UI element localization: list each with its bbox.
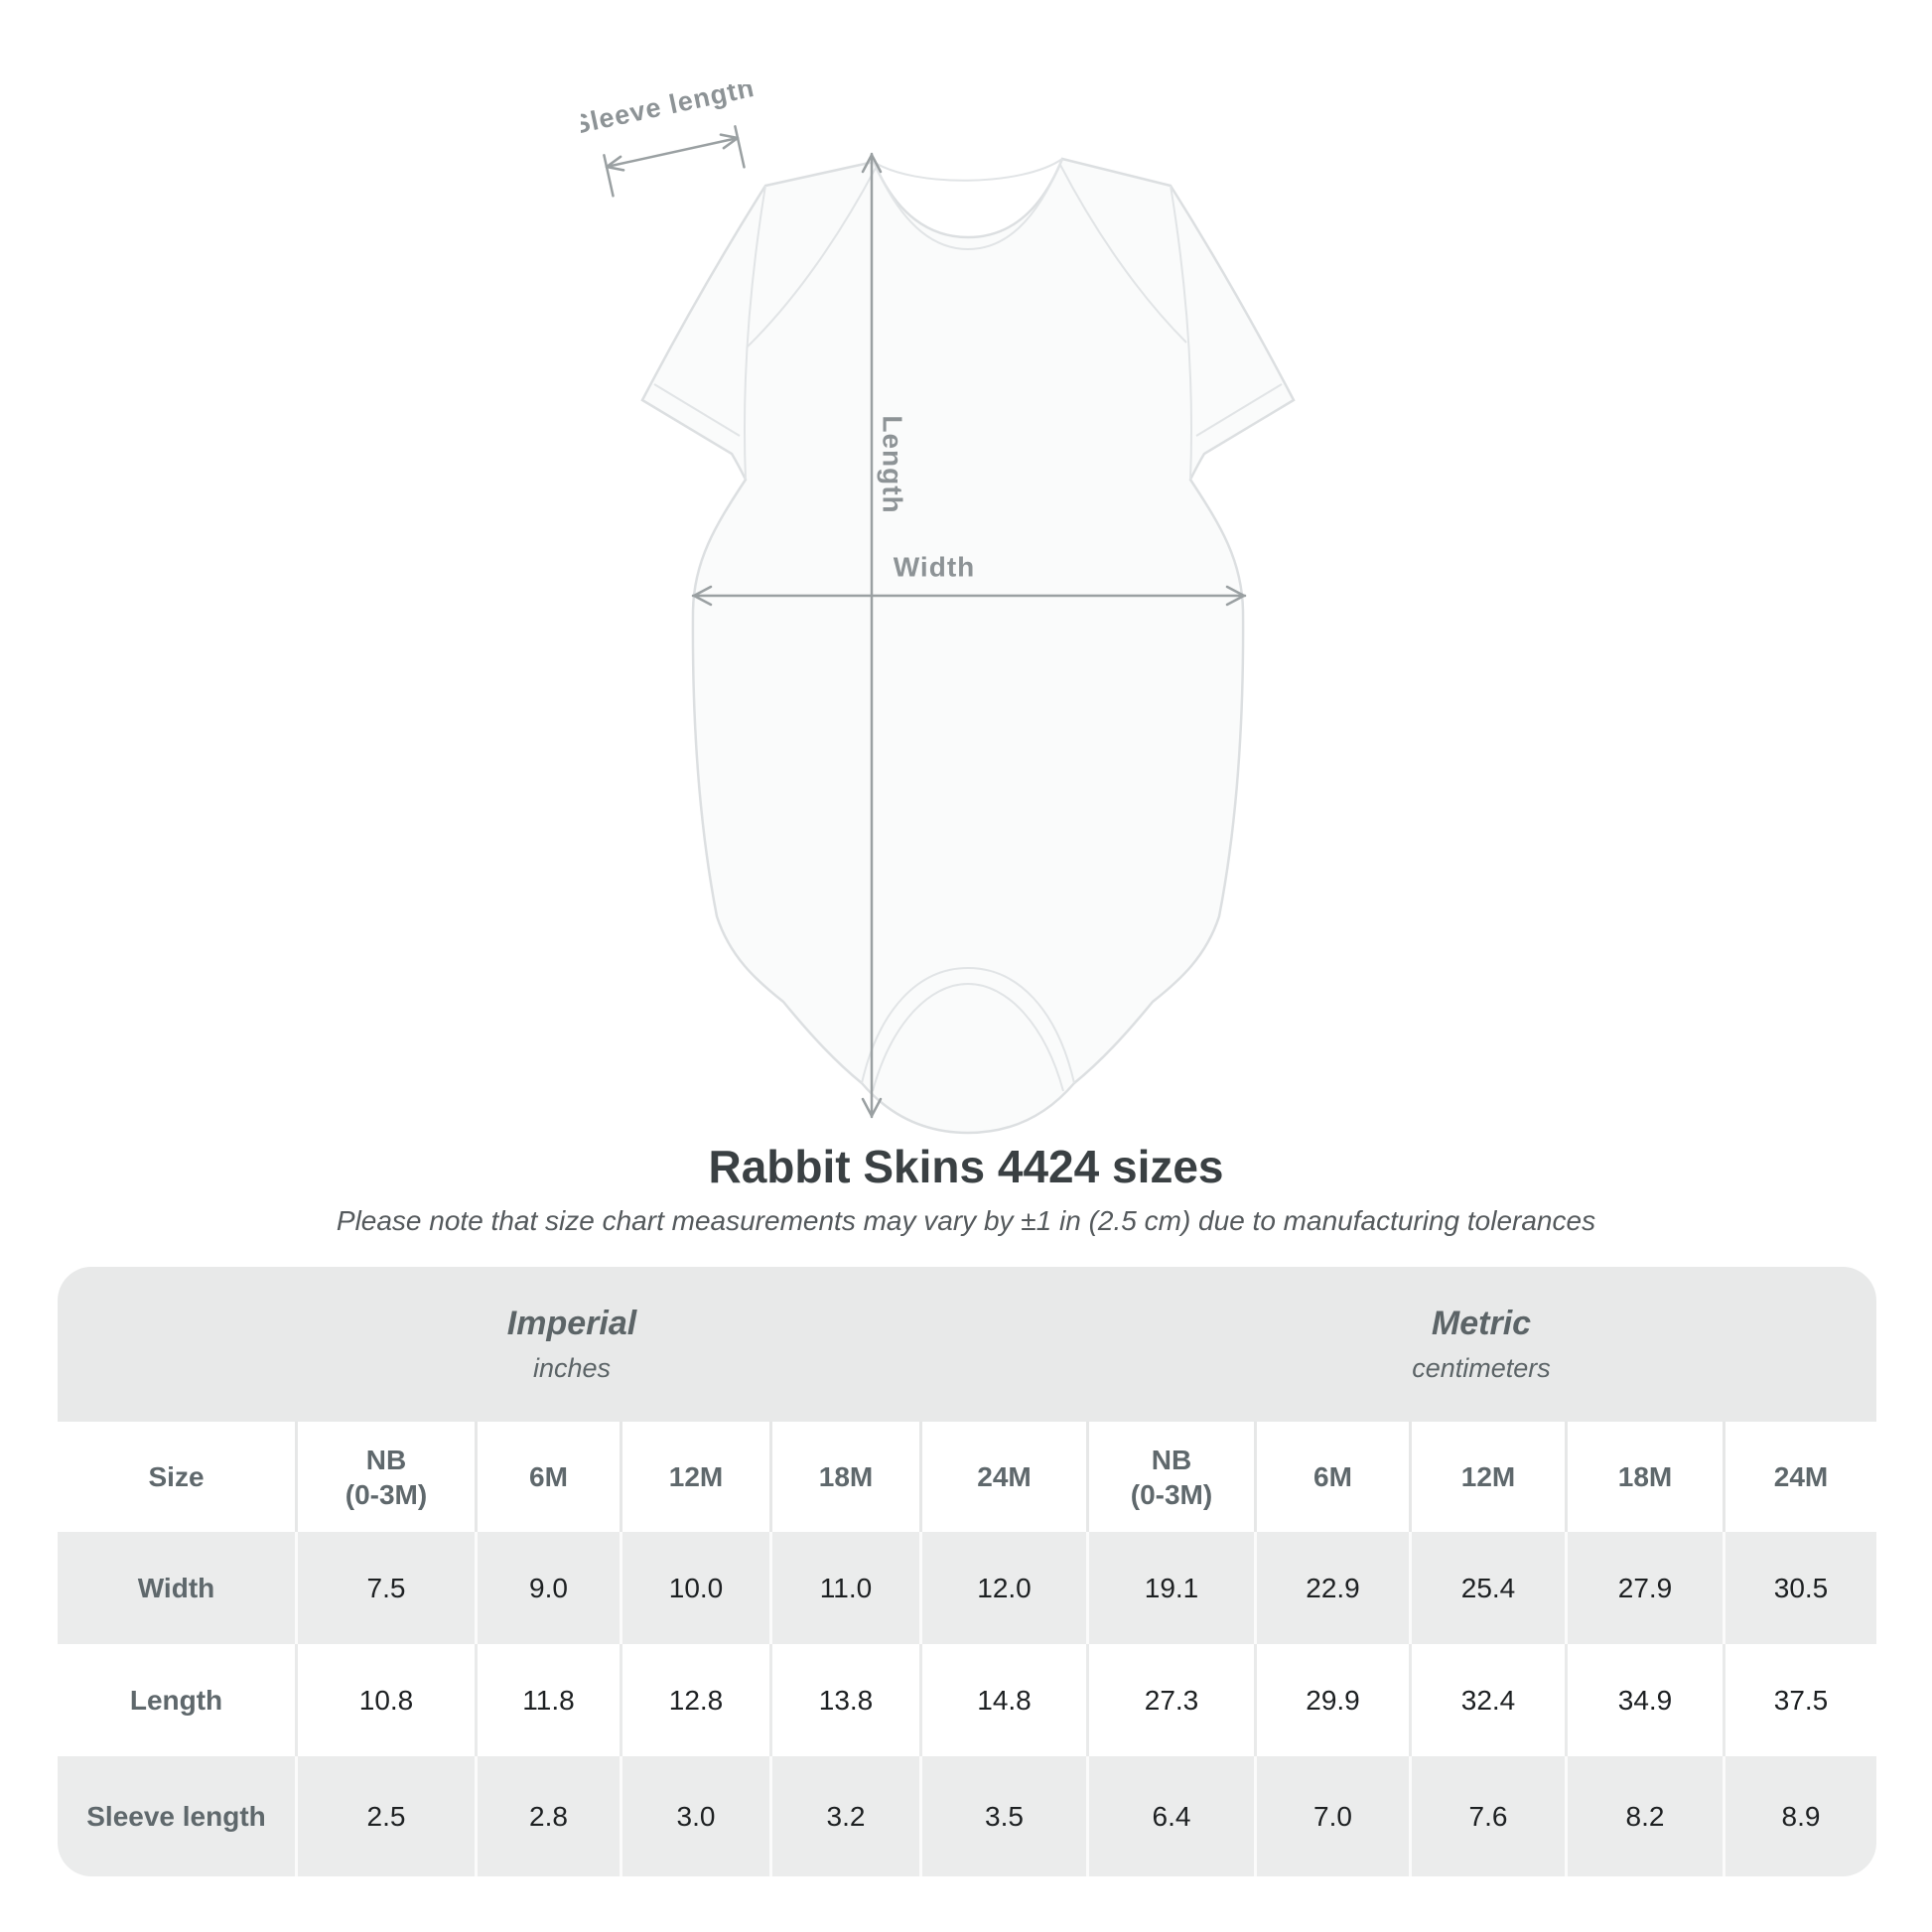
metric-group-header: Metric centimeters (1086, 1267, 1876, 1422)
value-cell: 29.9 (1254, 1644, 1409, 1756)
header-cell-12m-imperial: 12M (620, 1422, 769, 1532)
sleeve-length-arrow (605, 136, 740, 169)
value-cell: 13.8 (769, 1644, 919, 1756)
value-cell: 2.5 (295, 1756, 475, 1876)
value-cell: 9.0 (475, 1532, 620, 1644)
length-label: Length (878, 415, 908, 513)
value-cell: 32.4 (1409, 1644, 1565, 1756)
value-cell: 7.5 (295, 1532, 475, 1644)
metric-label: Metric (1431, 1305, 1532, 1342)
page-title: Rabbit Skins 4424 sizes (708, 1141, 1224, 1192)
table-header-row: Size NB (0-3M) 6M 12M 18M 24M NB (0-3M) 6M… (58, 1422, 1876, 1532)
table-row-width: Width 7.5 9.0 10.0 11.0 12.0 19.1 22.9 2… (58, 1532, 1876, 1644)
value-cell: 8.2 (1565, 1756, 1723, 1876)
header-cell-24m-imperial: 24M (919, 1422, 1086, 1532)
header-cell-nb-imperial: NB (0-3M) (295, 1422, 475, 1532)
value-cell: 3.2 (769, 1756, 919, 1876)
value-cell: 11.8 (475, 1644, 620, 1756)
imperial-label: Imperial (506, 1305, 637, 1342)
value-cell: 7.0 (1254, 1756, 1409, 1876)
value-cell: 27.3 (1086, 1644, 1254, 1756)
value-cell: 3.5 (919, 1756, 1086, 1876)
value-cell: 14.8 (919, 1644, 1086, 1756)
value-cell: 10.8 (295, 1644, 475, 1756)
value-cell: 11.0 (769, 1532, 919, 1644)
header-cell-18m-metric: 18M (1565, 1422, 1723, 1532)
value-cell: 12.8 (620, 1644, 769, 1756)
value-cell: 34.9 (1565, 1644, 1723, 1756)
header-cell-6m-metric: 6M (1254, 1422, 1409, 1532)
value-cell: 7.6 (1409, 1756, 1565, 1876)
table-row-length: Length 10.8 11.8 12.8 13.8 14.8 27.3 29.… (58, 1644, 1876, 1756)
row-label: Sleeve length (58, 1756, 295, 1876)
header-cell-12m-metric: 12M (1409, 1422, 1565, 1532)
tolerance-note: Please note that size chart measurements… (336, 1205, 1596, 1236)
value-cell: 12.0 (919, 1532, 1086, 1644)
value-cell: 6.4 (1086, 1756, 1254, 1876)
row-label: Length (129, 1685, 223, 1716)
value-cell: 22.9 (1254, 1532, 1409, 1644)
header-cell-24m-metric: 24M (1723, 1422, 1876, 1532)
metric-unit-label: centimeters (1412, 1353, 1551, 1383)
value-cell: 2.8 (475, 1756, 620, 1876)
value-cell: 19.1 (1086, 1532, 1254, 1644)
header-cell-6m-imperial: 6M (475, 1422, 620, 1532)
dimension-lines (603, 125, 1247, 1119)
size-header-cell: Size (148, 1461, 205, 1492)
value-cell: 25.4 (1409, 1532, 1565, 1644)
unit-group-band: Imperial inches Metric centimeters (58, 1267, 1876, 1422)
imperial-group-header: Imperial inches (58, 1267, 1086, 1422)
value-cell: 27.9 (1565, 1532, 1723, 1644)
imperial-unit-label: inches (532, 1353, 612, 1383)
value-cell: 37.5 (1723, 1644, 1876, 1756)
size-table: Imperial inches Metric centimeters Size … (58, 1267, 1876, 1876)
sleeve-length-label: Sleeve length (581, 84, 758, 140)
header-cell-nb-metric: NB (0-3M) (1086, 1422, 1254, 1532)
header-cell-18m-imperial: 18M (769, 1422, 919, 1532)
table-row-sleeve-length: Sleeve length 2.5 2.8 3.0 3.2 3.5 6.4 7.… (58, 1756, 1876, 1876)
value-cell: 8.9 (1723, 1756, 1876, 1876)
bodysuit-outline (640, 157, 1296, 1135)
value-cell: 10.0 (620, 1532, 769, 1644)
width-label: Width (894, 552, 976, 583)
row-label: Width (58, 1532, 295, 1644)
onesie-illustration: Sleeve length Length Width (581, 84, 1365, 1157)
bodysuit-seams (653, 158, 1283, 1092)
value-cell: 30.5 (1723, 1532, 1876, 1644)
value-cell: 3.0 (620, 1756, 769, 1876)
onesie-diagram-svg: Sleeve length Length Width (581, 84, 1296, 1135)
